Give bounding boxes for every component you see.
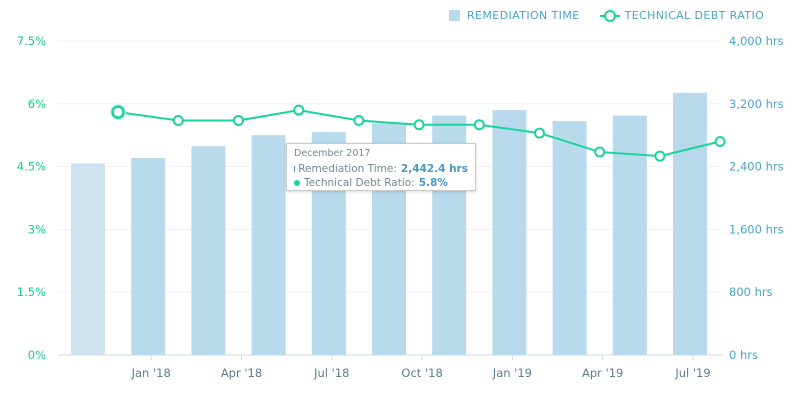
tooltip-label-debt-ratio: Technical Debt Ratio: [304,177,415,189]
legend-item-technical-debt-ratio[interactable]: TECHNICAL DEBT RATIO [599,9,765,22]
y-left-tick-label: 0% [28,348,46,362]
y-right-tick-label: 0 hrs [729,348,758,362]
y-right-tick-label: 2,400 hrs [729,160,784,174]
x-tick-label: Jan '18 [131,366,171,380]
y-right-tick-label: 1,600 hrs [729,222,784,236]
bar [492,110,527,355]
bar [71,163,105,355]
tooltip-label-remediation: Remediation Time: [298,163,397,175]
tooltip: December 2017 Remediation Time: 2,442.4 … [286,143,476,191]
legend: REMEDIATION TIME TECHNICAL DEBT RATIO [449,9,784,22]
tooltip-value-debt-ratio: 5.8% [418,177,448,189]
bar [131,157,166,355]
line-point [111,105,125,119]
legend-item-remediation-time[interactable]: REMEDIATION TIME [449,9,580,22]
legend-label-technical-debt-ratio: TECHNICAL DEBT RATIO [624,9,765,22]
tooltip-value-remediation: 2,442.4 hrs [400,163,468,175]
bar [673,92,707,355]
y-left-tick-label: 1.5% [17,285,46,299]
line-point [233,115,244,127]
x-tick-label: Jul '19 [674,366,710,380]
line-point [413,119,425,131]
x-tick-label: Jan '19 [492,366,532,380]
line-point [654,150,666,162]
tooltip-row-remediation: Remediation Time: 2,442.4 hrs [294,162,468,176]
bar [251,135,286,355]
y-left-tick-label: 4.5% [17,160,46,174]
line-point [594,146,606,158]
line-point [172,115,184,127]
x-tick-label: Oct '18 [401,366,442,380]
x-tick-label: Apr '19 [582,366,623,380]
line-point [353,115,365,127]
tooltip-title: December 2017 [294,148,371,159]
tooltip-dot-debt-ratio [294,180,300,186]
line-point [473,119,485,131]
legend-line-swatch [599,10,620,22]
line-point [714,135,726,147]
legend-label-remediation-time: REMEDIATION TIME [467,9,580,22]
bar [552,121,587,355]
x-tick-label: Jul '18 [313,366,349,380]
y-left-tick-label: 6% [28,97,46,111]
bar [612,115,647,355]
y-right-tick-label: 3,200 hrs [729,97,784,111]
x-tick-label: Apr '18 [221,366,262,380]
y-right-tick-label: 800 hrs [729,285,773,299]
line-point [534,127,545,139]
y-left-tick-label: 7.5% [17,34,46,48]
line-point [293,104,305,116]
y-right-tick-label: 4,000 hrs [729,34,784,48]
bar [191,146,226,355]
tooltip-row-debt-ratio: Technical Debt Ratio: 5.8% [294,176,468,190]
legend-bar-swatch [449,10,460,21]
y-left-tick-label: 3% [28,222,46,236]
